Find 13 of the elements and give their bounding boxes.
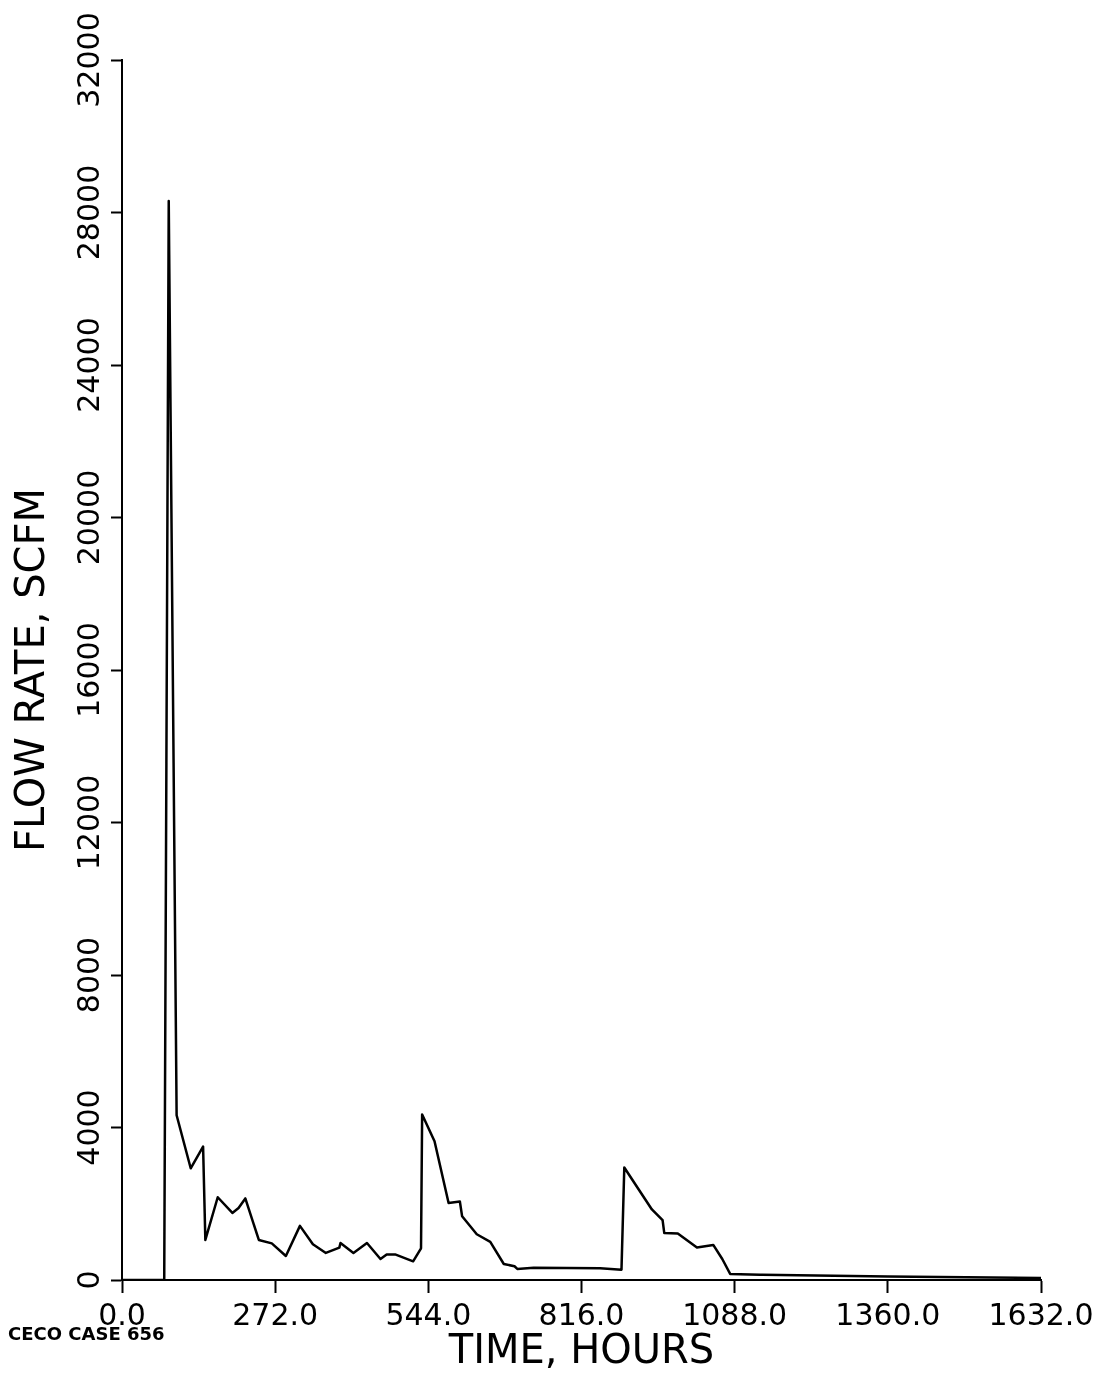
x-tick-label: 272.0 <box>232 1296 319 1332</box>
y-tick-label: 8000 <box>71 936 107 1014</box>
y-tick-label: 20000 <box>71 469 107 566</box>
y-tick-label: 4000 <box>71 1089 107 1166</box>
y-tick-label: 16000 <box>71 622 107 718</box>
y-tick-label: 28000 <box>71 164 107 261</box>
y-tick-label: 12000 <box>71 774 107 871</box>
y-tick-label: 24000 <box>71 317 107 413</box>
y-tick-label: 0 <box>71 1270 107 1290</box>
y-tick-label: 32000 <box>71 12 107 108</box>
x-tick-label: 1360.0 <box>835 1296 941 1332</box>
y-axis-title: FLOW RATE, SCFM <box>7 487 54 853</box>
x-tick-label: 1632.0 <box>988 1296 1094 1332</box>
